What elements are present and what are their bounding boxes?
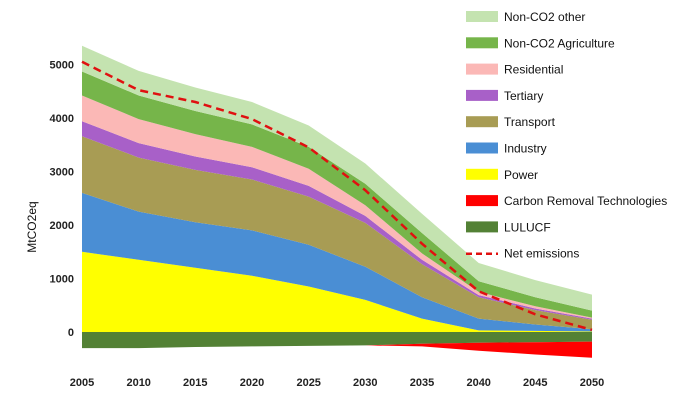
area-residential bbox=[82, 95, 592, 319]
y-tick-label: 5000 bbox=[50, 60, 74, 72]
x-tick-label: 2005 bbox=[70, 377, 94, 389]
legend-swatch-residential bbox=[466, 63, 498, 75]
legend-label-non-co2-other: Non-CO2 other bbox=[504, 10, 585, 24]
area-industry bbox=[82, 192, 592, 332]
x-tick-label: 2025 bbox=[296, 377, 320, 389]
legend-label-carbon-removal-technologies: Carbon Removal Technologies bbox=[504, 194, 667, 208]
y-tick-label: 4000 bbox=[50, 113, 74, 125]
legend-swatch-transport bbox=[466, 116, 498, 128]
net-emissions-line-group bbox=[81, 60, 593, 332]
y-axis-ticks: 0 1000 2000 3000 4000 5000 bbox=[50, 60, 74, 340]
area-tertiary bbox=[82, 121, 592, 320]
y-tick-label: 1000 bbox=[50, 274, 74, 286]
legend-label-net-emissions: Net emissions bbox=[504, 247, 579, 261]
legend-swatch-tertiary bbox=[466, 89, 498, 101]
area-non-co2-other bbox=[82, 45, 592, 311]
net-emissions-line bbox=[81, 60, 593, 332]
area-carbon-removal-technologies bbox=[82, 341, 592, 358]
y-tick-label: 0 bbox=[68, 327, 74, 339]
legend-label-non-co2-agriculture: Non-CO2 Agriculture bbox=[504, 36, 615, 50]
x-tick-label: 2030 bbox=[353, 377, 377, 389]
legend-label-industry: Industry bbox=[504, 142, 547, 156]
y-tick-label: 2000 bbox=[50, 220, 74, 232]
y-axis-label: MtCO2eq bbox=[25, 201, 39, 252]
x-tick-label: 2010 bbox=[126, 377, 150, 389]
legend-swatch-industry bbox=[466, 142, 498, 154]
legend-label-transport: Transport bbox=[504, 115, 556, 129]
legend-label-power: Power bbox=[504, 168, 538, 182]
x-tick-label: 2045 bbox=[523, 377, 547, 389]
area-transport bbox=[82, 136, 592, 330]
legend-swatch-power bbox=[466, 168, 498, 180]
y-tick-label: 3000 bbox=[50, 167, 74, 179]
legend-label-residential: Residential bbox=[504, 63, 563, 77]
legend: Non-CO2 other Non-CO2 Agriculture Resident… bbox=[466, 10, 667, 261]
legend-swatch-non-co2-other bbox=[466, 11, 498, 22]
x-tick-label: 2050 bbox=[580, 377, 604, 389]
x-tick-label: 2040 bbox=[466, 377, 490, 389]
area-lulucf bbox=[82, 332, 592, 349]
x-tick-label: 2020 bbox=[240, 377, 264, 389]
area-series-group bbox=[82, 45, 592, 358]
legend-swatch-lulucf bbox=[466, 221, 498, 233]
x-axis-ticks: 2005 2010 2015 2020 2025 2030 2035 2040 2045 2050 bbox=[70, 377, 604, 389]
x-tick-label: 2015 bbox=[183, 377, 207, 389]
x-tick-label: 2035 bbox=[410, 377, 434, 389]
legend-label-tertiary: Tertiary bbox=[504, 89, 543, 103]
legend-swatch-carbon-removal-technologies bbox=[466, 195, 498, 207]
area-non-co2-agriculture bbox=[82, 71, 592, 318]
legend-label-lulucf: LULUCF bbox=[504, 220, 551, 234]
legend-swatch-non-co2-agriculture bbox=[466, 37, 498, 49]
area-power bbox=[82, 251, 592, 332]
